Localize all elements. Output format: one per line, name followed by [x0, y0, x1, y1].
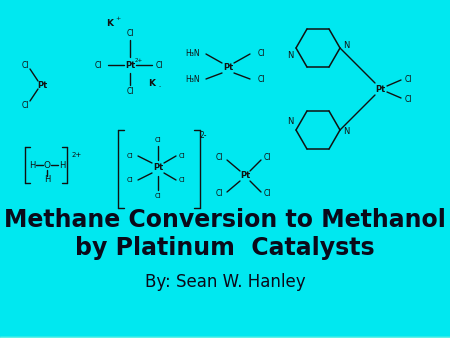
Text: Cl: Cl — [21, 100, 29, 110]
Text: Pt: Pt — [37, 80, 47, 90]
Text: Pt: Pt — [375, 84, 385, 94]
Text: Cl: Cl — [155, 137, 162, 143]
Text: By: Sean W. Hanley: By: Sean W. Hanley — [145, 273, 305, 291]
Text: H: H — [29, 161, 35, 169]
Text: H₃N: H₃N — [185, 75, 200, 84]
Text: O: O — [44, 161, 50, 169]
Text: N: N — [287, 51, 293, 61]
Text: Cl: Cl — [126, 28, 134, 38]
Text: Cl: Cl — [179, 153, 185, 159]
Text: N: N — [287, 118, 293, 126]
Text: Cl: Cl — [94, 61, 102, 70]
Text: Pt: Pt — [240, 171, 250, 180]
Text: Cl: Cl — [155, 61, 163, 70]
Text: H: H — [44, 175, 50, 185]
Text: Cl: Cl — [404, 95, 412, 103]
Text: 2+: 2+ — [72, 152, 82, 158]
Text: Cl: Cl — [263, 190, 271, 198]
Text: N: N — [343, 42, 349, 50]
Text: Cl: Cl — [126, 87, 134, 96]
Text: Cl: Cl — [263, 153, 271, 163]
Text: K: K — [148, 78, 156, 88]
Text: Cl: Cl — [215, 153, 223, 163]
Text: Cl: Cl — [215, 190, 223, 198]
Text: Cl: Cl — [155, 193, 162, 199]
Text: Cl: Cl — [126, 177, 133, 183]
Text: N: N — [343, 127, 349, 137]
Text: Pt: Pt — [125, 61, 135, 70]
Text: +: + — [115, 17, 121, 22]
Text: Pt: Pt — [223, 64, 233, 72]
Text: Cl: Cl — [126, 153, 133, 159]
Text: Cl: Cl — [21, 61, 29, 70]
Text: 2-: 2- — [199, 131, 207, 141]
Text: Cl: Cl — [179, 177, 185, 183]
Text: H₃N: H₃N — [185, 48, 200, 57]
Text: K: K — [107, 19, 113, 27]
Text: Methane Conversion to Methanol: Methane Conversion to Methanol — [4, 208, 446, 232]
Text: H: H — [59, 161, 65, 169]
Text: Cl: Cl — [404, 74, 412, 83]
Text: -: - — [159, 84, 161, 90]
Text: by Platinum  Catalysts: by Platinum Catalysts — [75, 236, 375, 260]
Text: Cl: Cl — [258, 75, 266, 84]
Text: 2+: 2+ — [135, 58, 143, 64]
Text: Cl: Cl — [258, 48, 266, 57]
Text: Pt: Pt — [153, 164, 163, 172]
